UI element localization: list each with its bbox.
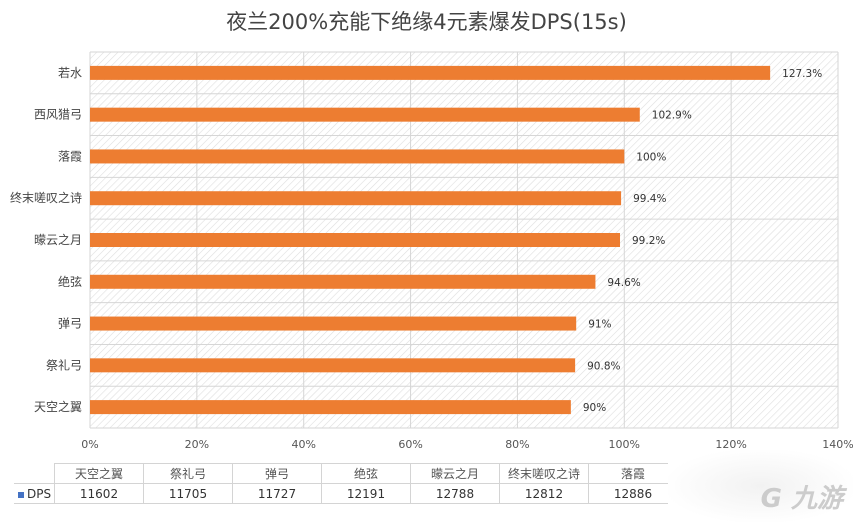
bar xyxy=(90,274,596,289)
x-tick-label: 120% xyxy=(715,438,746,451)
bar xyxy=(90,107,640,122)
table-cell: 12886 xyxy=(588,483,678,504)
table-column-header: 祭礼弓 xyxy=(143,463,233,484)
bar xyxy=(90,358,576,373)
series-label: DPS xyxy=(14,483,55,504)
x-tick-label: 140% xyxy=(822,438,853,451)
x-tick-label: 80% xyxy=(505,438,529,451)
table-cell: 11705 xyxy=(143,483,233,504)
table-column-header: 天空之翼 xyxy=(54,463,144,484)
watermark-background xyxy=(668,450,853,522)
bar xyxy=(90,65,771,80)
category-label: 终末嗟叹之诗 xyxy=(10,190,82,205)
bar xyxy=(90,400,571,415)
table-column-header: 绝弦 xyxy=(321,463,411,484)
category-label: 弹弓 xyxy=(58,317,82,331)
table-column-header: 终末嗟叹之诗 xyxy=(499,463,589,484)
data-label: 90.8% xyxy=(587,360,620,372)
data-label: 100% xyxy=(636,151,666,163)
data-label: 127.3% xyxy=(782,68,822,80)
category-label: 西风猎弓 xyxy=(34,108,82,122)
table-cell: 12812 xyxy=(499,483,589,504)
table-column-header: 落霞 xyxy=(588,463,678,484)
data-label: 91% xyxy=(588,319,611,331)
x-tick-label: 100% xyxy=(609,438,640,451)
data-label: 99.2% xyxy=(632,235,665,247)
table-cell: 11602 xyxy=(54,483,144,504)
category-label: 曚云之月 xyxy=(34,233,82,247)
x-tick-label: 60% xyxy=(398,438,422,451)
bar xyxy=(90,233,621,247)
bar xyxy=(90,316,577,331)
category-label: 天空之翼 xyxy=(34,400,82,414)
table-cell: 12788 xyxy=(410,483,500,504)
category-label: 祭礼弓 xyxy=(46,357,82,372)
bar xyxy=(90,149,625,164)
x-tick-label: 0% xyxy=(81,438,98,451)
table-column-header: 曚云之月 xyxy=(410,463,500,484)
category-label: 若水 xyxy=(58,66,82,80)
category-label: 落霞 xyxy=(58,149,82,163)
bar-chart: 0% 20% 40% 60% 80% 100% 120% 140% 若水 127.3% 西风猎弓 10… xyxy=(10,51,853,451)
table-cell: 12191 xyxy=(321,483,411,504)
category-label: 绝弦 xyxy=(58,274,82,289)
table-column-header: 弹弓 xyxy=(232,463,322,484)
bar xyxy=(90,191,622,206)
chart-title: 夜兰200%充能下绝缘4元素爆发DPS(15s) xyxy=(226,10,627,34)
data-label: 94.6% xyxy=(607,277,640,289)
table-cell: 11727 xyxy=(232,483,322,504)
watermark-logo: G 九游 xyxy=(760,484,843,514)
data-table: 天空之翼 祭礼弓 弹弓 绝弦 曚云之月 终末嗟叹之诗 落霞 DPS 11602 11705 117… xyxy=(14,463,678,504)
legend-swatch xyxy=(18,491,24,498)
data-label: 90% xyxy=(583,402,606,414)
data-label: 99.4% xyxy=(633,193,666,205)
x-tick-label: 40% xyxy=(291,438,315,451)
x-tick-label: 20% xyxy=(185,438,209,451)
table-corner xyxy=(14,463,55,484)
data-label: 102.9% xyxy=(652,110,692,122)
